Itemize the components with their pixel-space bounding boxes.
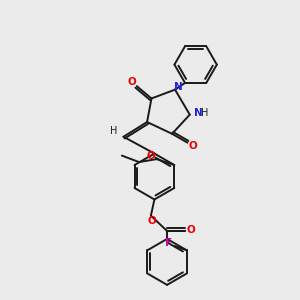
Text: N: N bbox=[194, 108, 202, 118]
Text: H: H bbox=[110, 126, 117, 136]
Text: N: N bbox=[174, 82, 182, 92]
Text: O: O bbox=[186, 225, 195, 235]
Text: O: O bbox=[127, 77, 136, 87]
Text: O: O bbox=[147, 151, 156, 160]
Text: O: O bbox=[148, 216, 157, 226]
Text: F: F bbox=[165, 238, 172, 248]
Text: O: O bbox=[188, 141, 197, 151]
Text: H: H bbox=[201, 108, 209, 118]
